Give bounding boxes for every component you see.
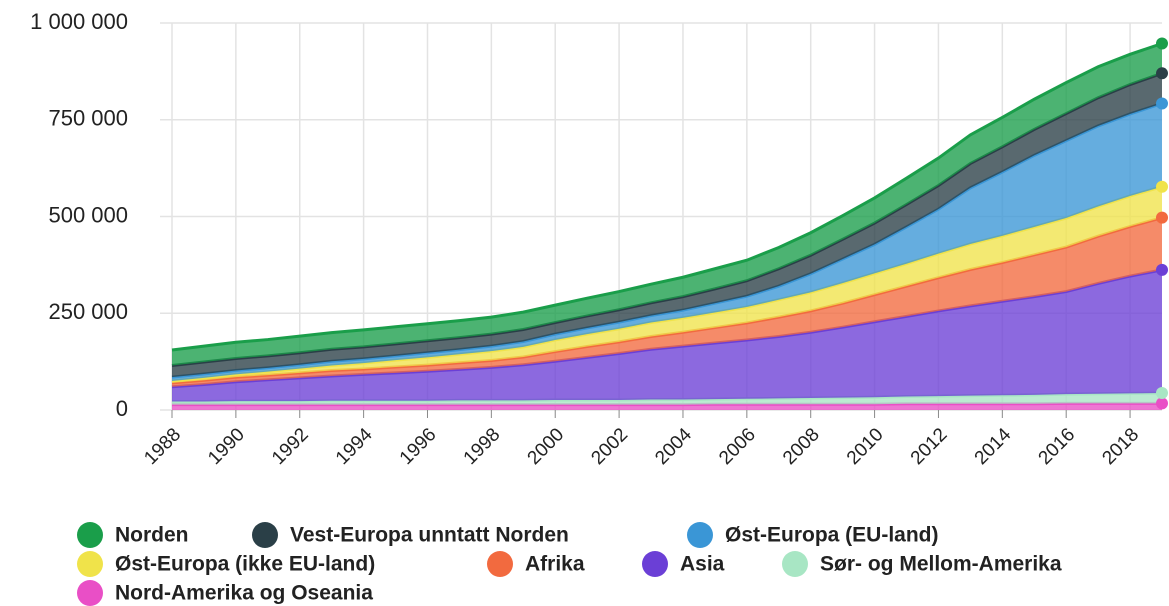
y-tick-label: 1 000 000 — [30, 9, 128, 34]
area — [172, 269, 1162, 402]
legend-label: Vest-Europa unntatt Norden — [290, 524, 569, 547]
x-tick-label: 2008 — [779, 424, 824, 469]
end-marker — [1156, 67, 1168, 80]
areas — [171, 42, 1163, 410]
x-tick-label: 1994 — [332, 424, 377, 469]
area — [172, 103, 1162, 381]
legend-swatch — [77, 522, 103, 548]
y-tick-label: 250 000 — [48, 299, 128, 324]
end-marker — [1156, 97, 1168, 110]
end-marker — [1156, 211, 1168, 224]
legend-swatch — [487, 551, 513, 577]
y-tick-label: 0 — [116, 396, 128, 421]
legend-label: Asia — [680, 553, 725, 576]
legend-swatch — [782, 551, 808, 577]
legend-label: Norden — [115, 524, 189, 547]
x-tick-label: 2000 — [524, 424, 569, 469]
end-marker — [1156, 37, 1168, 50]
x-tick-label: 1998 — [460, 424, 505, 469]
x-tick-label: 2006 — [715, 424, 760, 469]
end-marker — [1156, 397, 1168, 410]
area — [172, 217, 1162, 387]
legend-swatch — [77, 580, 103, 606]
x-tick-label: 2014 — [971, 424, 1016, 469]
y-tick-label: 500 000 — [48, 202, 128, 227]
legend-label: Sør- og Mellom-Amerika — [820, 553, 1062, 576]
x-tick-label: 2016 — [1035, 424, 1080, 469]
x-tick-label: 2010 — [843, 424, 888, 469]
y-tick-label: 750 000 — [48, 106, 128, 131]
legend-label: Øst-Europa (ikke EU-land) — [115, 553, 375, 576]
legend-swatch — [642, 551, 668, 577]
x-tick-label: 2018 — [1098, 424, 1143, 469]
x-tick-label: 2004 — [651, 424, 696, 469]
x-tick-label: 1988 — [140, 424, 185, 469]
legend-label: Øst-Europa (EU-land) — [725, 524, 939, 547]
x-tick-label: 1996 — [396, 424, 441, 469]
end-marker — [1156, 180, 1168, 193]
legend-label: Nord-Amerika og Oseania — [115, 582, 373, 605]
x-tick-label: 2012 — [907, 424, 952, 469]
legend-swatch — [687, 522, 713, 548]
x-tick-label: 1992 — [268, 424, 313, 469]
area-line — [171, 42, 1163, 352]
end-marker — [1156, 386, 1168, 399]
x-tick-label: 2002 — [587, 424, 632, 469]
legend-swatch — [77, 551, 103, 577]
end-marker — [1156, 263, 1168, 276]
x-tick-label: 1990 — [204, 424, 249, 469]
legend-label: Afrika — [525, 553, 585, 576]
legend-swatch — [252, 522, 278, 548]
